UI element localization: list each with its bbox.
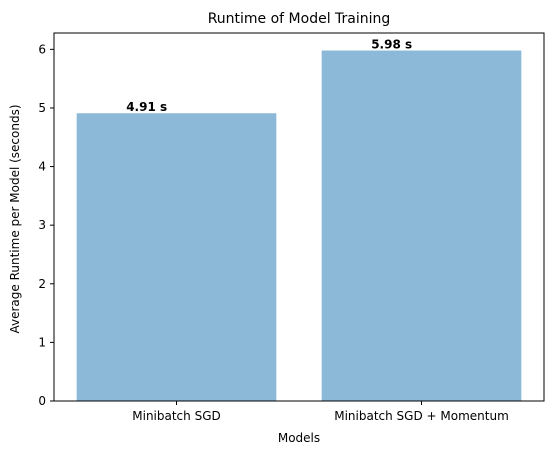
y-tick-label: 2	[38, 277, 46, 291]
data-label: 5.98 s	[371, 38, 412, 52]
bars-group	[76, 50, 522, 402]
x-tick-label: Minibatch SGD	[132, 409, 220, 423]
y-tick-label: 0	[38, 394, 46, 408]
y-tick-label: 5	[38, 101, 46, 115]
y-tick-label: 6	[38, 42, 46, 56]
y-tick-label: 4	[38, 160, 46, 174]
x-axis-label: Models	[278, 431, 320, 445]
y-tick-label: 1	[38, 335, 46, 349]
bar	[76, 113, 277, 401]
y-axis-label: Average Runtime per Model (seconds)	[8, 104, 22, 333]
x-axis: Minibatch SGD Minibatch SGD + Momentum	[132, 401, 509, 423]
data-label: 4.91 s	[126, 100, 167, 114]
axes-frame	[53, 32, 545, 402]
data-labels-group: 4.91 s 5.98 s	[126, 38, 412, 115]
plot-area: 4.91 s 5.98 s	[53, 32, 545, 402]
axes-spines	[53, 32, 545, 402]
y-tick-label: 3	[38, 218, 46, 232]
x-tick-label: Minibatch SGD + Momentum	[334, 409, 509, 423]
chart-title: Runtime of Model Training	[208, 11, 391, 27]
bar	[321, 50, 522, 402]
y-axis: 0 1 2 3 4 5 6	[38, 42, 54, 408]
